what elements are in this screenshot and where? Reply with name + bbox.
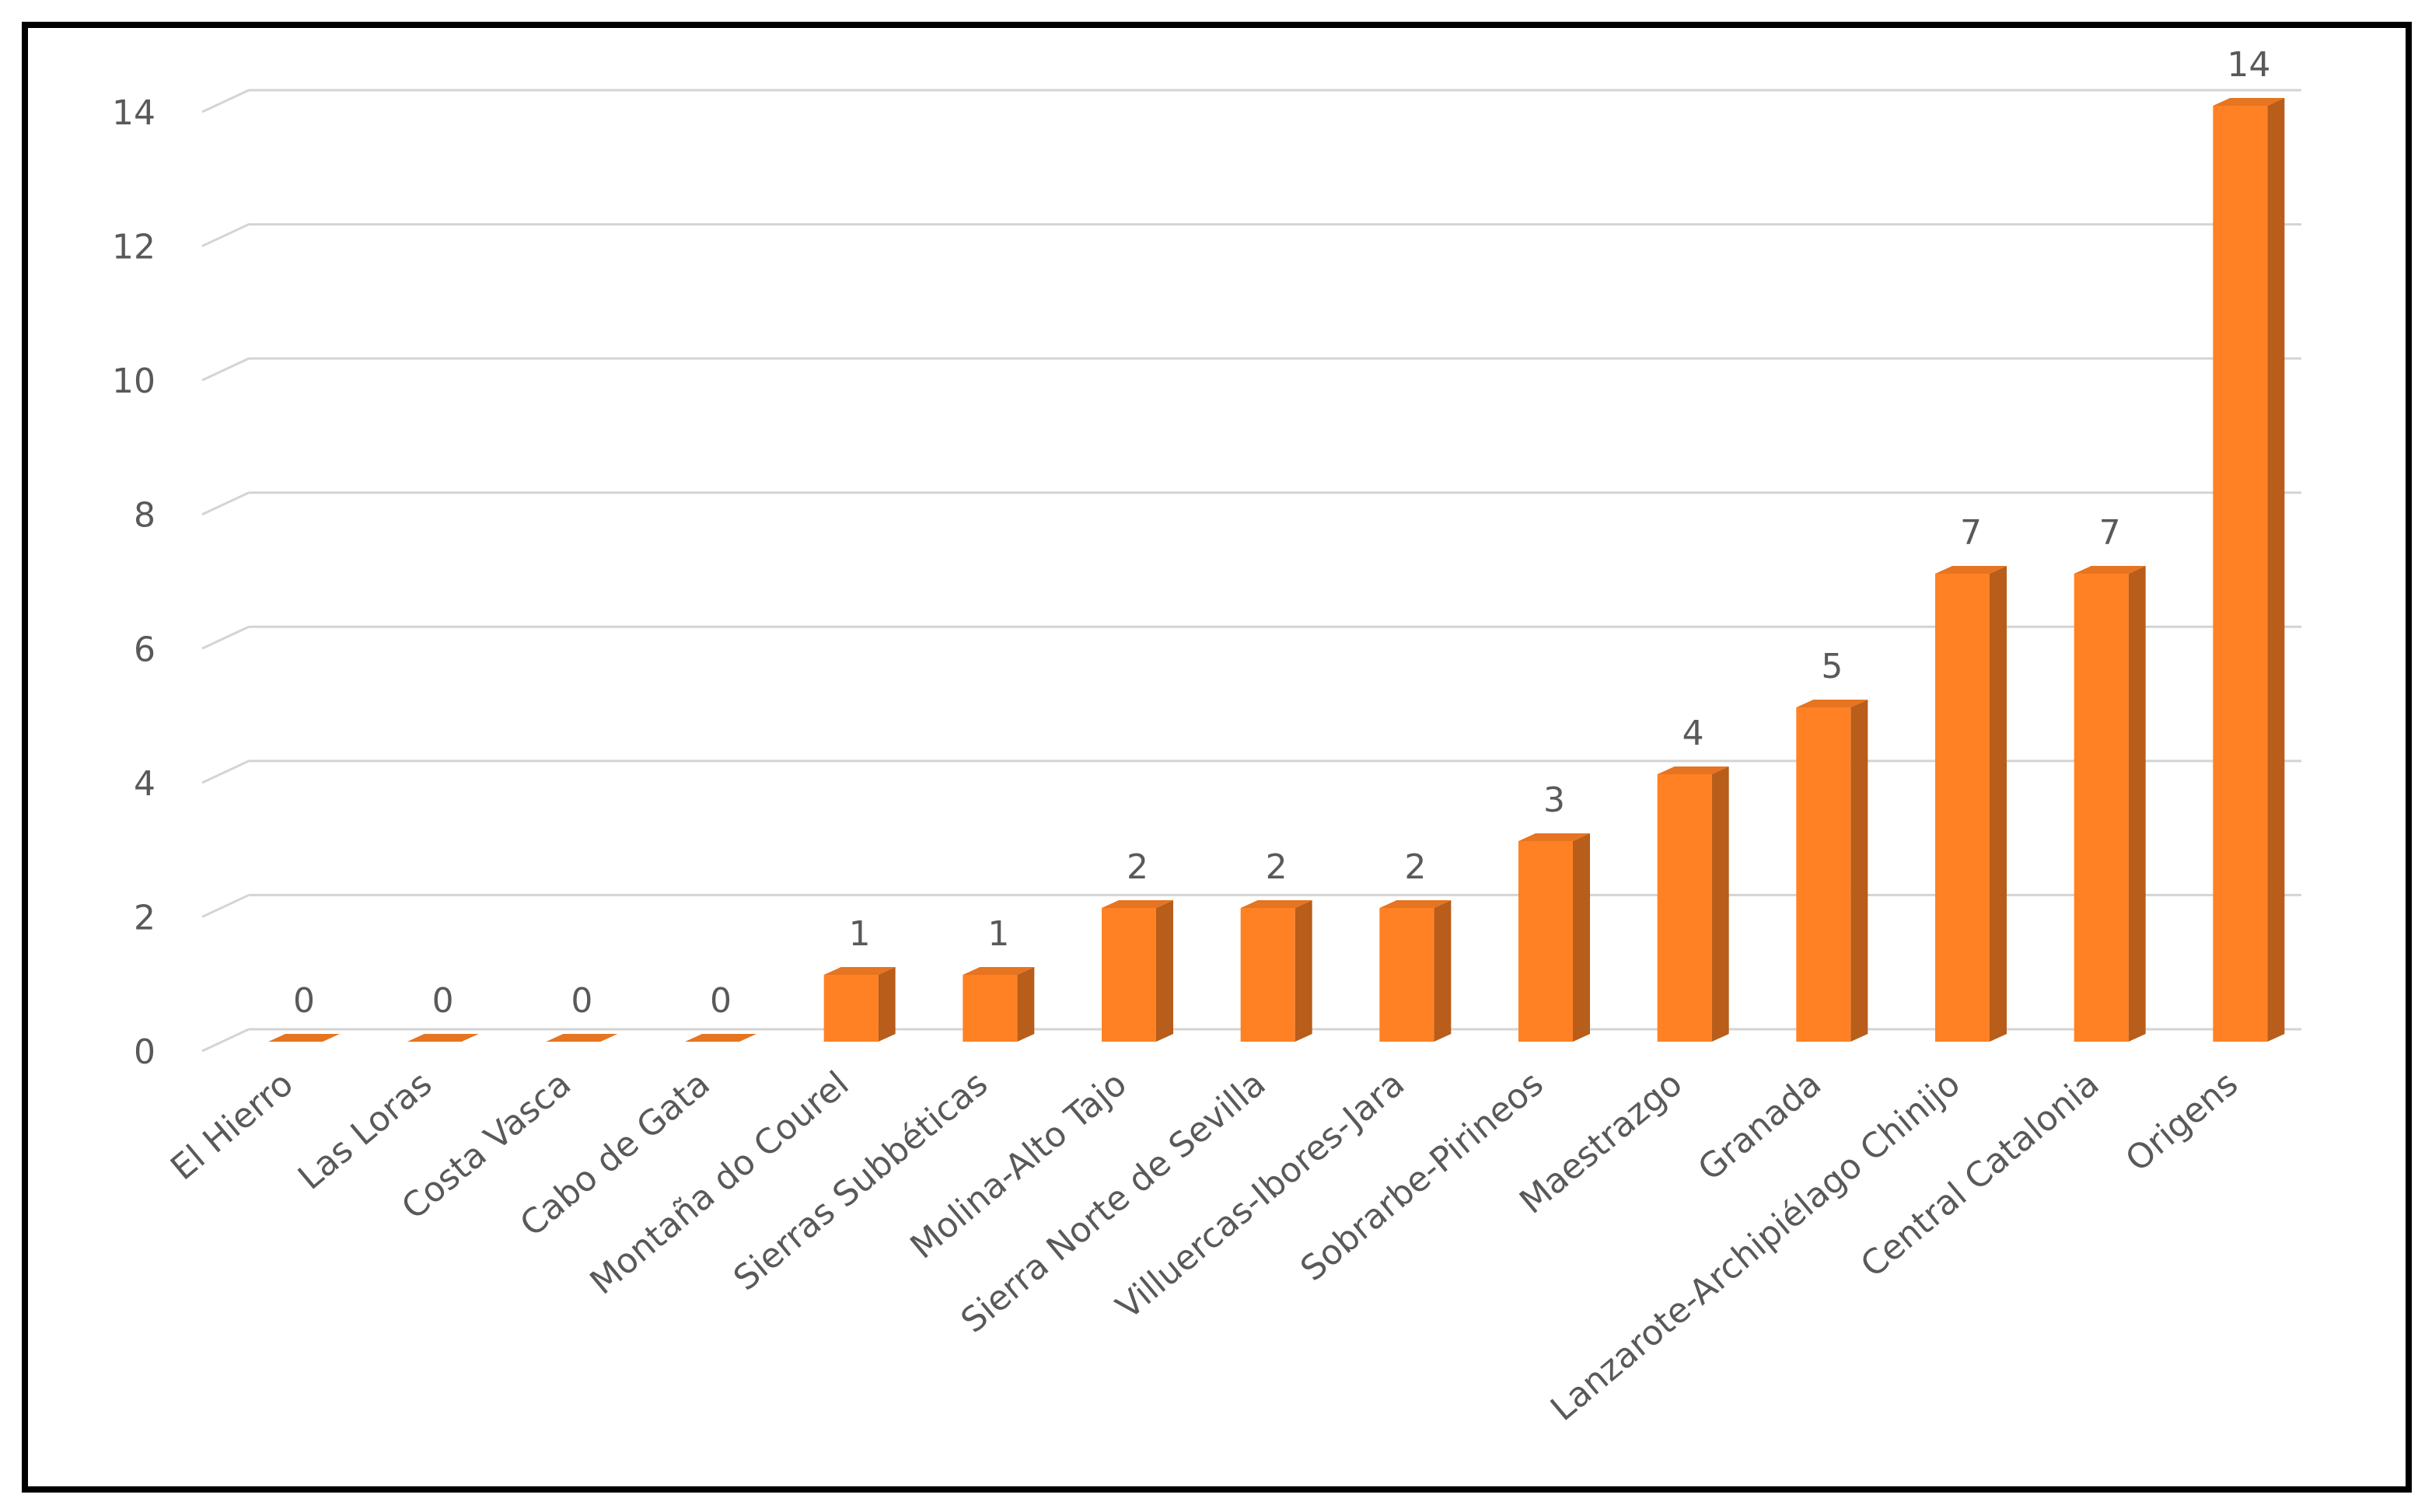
bar-top <box>823 967 896 975</box>
data-label: 7 <box>1960 513 1982 553</box>
bar <box>1518 841 1573 1042</box>
y-tick-label: 12 <box>112 228 155 267</box>
bar-side <box>1017 967 1035 1042</box>
data-label: 14 <box>2227 45 2270 85</box>
grid-line-side <box>201 357 250 382</box>
data-label: 1 <box>987 914 1009 954</box>
grid-line-side <box>201 894 250 918</box>
bar <box>2074 574 2129 1042</box>
y-tick-label: 6 <box>134 630 155 669</box>
grid-line-side <box>201 223 250 247</box>
bar-side <box>1295 900 1312 1042</box>
y-tick-label: 2 <box>134 898 155 938</box>
data-label: 0 <box>293 981 315 1021</box>
bar <box>1657 774 1712 1042</box>
data-label: 0 <box>710 981 732 1021</box>
data-label: 4 <box>1682 714 1704 753</box>
bar-top <box>2074 566 2146 574</box>
bar-top <box>268 1034 340 1042</box>
bar-top <box>1796 700 1868 707</box>
grid-line-side <box>201 491 250 516</box>
bar-top <box>1657 766 1729 774</box>
bar-side <box>1156 900 1173 1042</box>
y-tick-label: 4 <box>134 764 155 804</box>
data-label: 2 <box>1127 847 1148 887</box>
data-label: 2 <box>1266 847 1288 887</box>
data-label: 2 <box>1404 847 1426 887</box>
data-label: 7 <box>2099 513 2121 553</box>
bar-top <box>1102 900 1173 908</box>
data-label: 3 <box>1543 780 1565 820</box>
bar-top <box>1935 566 2007 574</box>
bar-side <box>1573 833 1590 1042</box>
bar <box>1796 707 1851 1042</box>
grid-line-side <box>201 625 250 650</box>
y-tick-label: 8 <box>134 496 155 536</box>
bar <box>963 975 1018 1042</box>
data-label: 0 <box>432 981 454 1021</box>
bar <box>2213 106 2268 1042</box>
bar-side <box>2128 566 2146 1042</box>
bar-side <box>1850 700 1868 1042</box>
bar-top <box>1240 900 1312 908</box>
bar-side <box>2267 98 2285 1042</box>
y-tick-label: 0 <box>134 1032 155 1072</box>
bar-top <box>2213 98 2285 106</box>
bar-top <box>546 1034 618 1042</box>
bar <box>1102 908 1156 1042</box>
y-tick-label: 14 <box>112 93 155 133</box>
bar <box>1379 908 1434 1042</box>
bar-side <box>1711 766 1729 1042</box>
chart-frame <box>22 22 2412 1493</box>
grid-line-side <box>201 759 250 784</box>
bar-top <box>1518 833 1590 841</box>
data-label: 1 <box>849 914 871 954</box>
bar-top <box>685 1034 757 1042</box>
grid-line-side <box>201 89 250 113</box>
bar-side <box>1434 900 1452 1042</box>
data-label: 0 <box>571 981 592 1021</box>
bar-top <box>1379 900 1452 908</box>
grid-line-side <box>201 1028 250 1053</box>
bar-side <box>878 967 896 1042</box>
data-label: 5 <box>1821 647 1843 686</box>
y-tick-label: 10 <box>112 361 155 401</box>
bar-top <box>963 967 1035 975</box>
bar-side <box>1990 566 2007 1042</box>
bar <box>823 975 879 1042</box>
bar-top <box>407 1034 479 1042</box>
bar <box>1240 908 1295 1042</box>
bar <box>1935 574 1990 1042</box>
